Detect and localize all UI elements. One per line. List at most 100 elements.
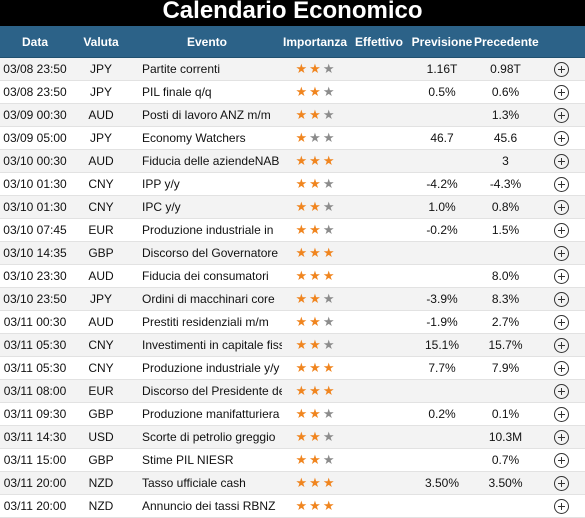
table-row[interactable]: 03/08 23:50 JPY Partite correnti ★ ★ ★ 1.16T 0.…: [0, 58, 585, 81]
star-icon: ★: [309, 108, 321, 122]
table-row[interactable]: 03/11 15:00 GBP Stime PIL NIESR ★ ★ ★ 0.7%: [0, 449, 585, 472]
row-actions: [537, 429, 585, 445]
star-icon: ★: [295, 85, 308, 99]
star-icon: ★: [309, 476, 321, 490]
add-circle-icon[interactable]: [553, 176, 569, 192]
row-actions: [537, 61, 585, 77]
star-icon: ★: [322, 407, 335, 421]
table-row[interactable]: 03/10 23:50 JPY Ordini di macchinari core ★…: [0, 288, 585, 311]
table-row[interactable]: 03/08 23:50 JPY PIL finale q/q ★ ★ ★ 0.5% 0.6%: [0, 81, 585, 104]
star-icon: ★: [309, 453, 321, 467]
add-circle-icon[interactable]: [553, 452, 569, 468]
row-forecast: 3.50%: [424, 476, 460, 490]
table-row[interactable]: 03/11 14:30 USD Scorte di petrolio greggio…: [0, 426, 585, 449]
row-event: IPC y/y: [142, 200, 181, 214]
row-currency: USD: [88, 430, 114, 444]
importance-stars: ★ ★ ★: [296, 292, 335, 305]
row-importance: ★ ★ ★: [282, 108, 348, 122]
add-circle-icon[interactable]: [553, 475, 569, 491]
star-icon: ★: [295, 499, 308, 513]
add-circle-icon[interactable]: [553, 429, 569, 445]
row-date: 03/08 23:50: [3, 62, 67, 76]
star-icon: ★: [322, 453, 335, 467]
star-icon: ★: [309, 62, 321, 76]
add-circle-icon[interactable]: [553, 61, 569, 77]
table-row[interactable]: 03/11 20:00 NZD Tasso ufficiale cash ★ ★ ★ 3.5…: [0, 472, 585, 495]
page-title: Calendario Economico: [0, 0, 585, 26]
add-circle-icon[interactable]: [553, 130, 569, 146]
importance-stars: ★ ★ ★: [296, 246, 335, 259]
table-row[interactable]: 03/09 05:00 JPY Economy Watchers ★ ★ ★ 46.7 45.…: [0, 127, 585, 150]
star-icon: ★: [295, 407, 308, 421]
row-previous: 45.6: [493, 131, 518, 145]
row-previous: 3: [502, 154, 509, 168]
row-date: 03/11 05:30: [3, 338, 67, 352]
table-row[interactable]: 03/10 23:30 AUD Fiducia dei consumatori ★ ★ ★…: [0, 265, 585, 288]
column-header-actual[interactable]: Effettivo: [355, 34, 403, 49]
star-icon: ★: [295, 177, 308, 191]
add-circle-icon[interactable]: [553, 498, 569, 514]
add-circle-icon[interactable]: [553, 153, 569, 169]
star-icon: ★: [322, 476, 335, 490]
row-currency: GBP: [88, 453, 114, 467]
row-date: 03/10 00:30: [3, 154, 67, 168]
add-circle-icon[interactable]: [553, 291, 569, 307]
row-previous: 0.98T: [490, 62, 521, 76]
star-icon: ★: [295, 292, 308, 306]
row-forecast: -3.9%: [426, 292, 458, 306]
star-icon: ★: [295, 453, 308, 467]
row-date: 03/11 20:00: [3, 499, 67, 513]
row-importance: ★ ★ ★: [282, 85, 348, 99]
row-previous: -4.3%: [489, 177, 522, 191]
row-event: Annuncio dei tassi RBNZ: [142, 499, 276, 513]
row-event: Scorte di petrolio greggio: [142, 430, 276, 444]
table-row[interactable]: 03/11 09:30 GBP Produzione manifatturiera ★…: [0, 403, 585, 426]
add-circle-icon[interactable]: [553, 268, 569, 284]
table-row[interactable]: 03/10 00:30 AUD Fiducia delle aziendeNAB ★ ★…: [0, 150, 585, 173]
row-actions: [537, 84, 585, 100]
star-icon: ★: [295, 62, 308, 76]
column-header-forecast[interactable]: Previsione: [411, 34, 473, 49]
add-circle-icon[interactable]: [553, 199, 569, 215]
row-event: IPP y/y: [142, 177, 180, 191]
table-row[interactable]: 03/09 00:30 AUD Posti di lavoro ANZ m/m ★ ★ ★…: [0, 104, 585, 127]
table-row[interactable]: 03/11 00:30 AUD Prestiti residenziali m/m ★…: [0, 311, 585, 334]
importance-stars: ★ ★ ★: [296, 223, 335, 236]
row-importance: ★ ★ ★: [282, 407, 348, 421]
star-icon: ★: [322, 177, 335, 191]
row-actions: [537, 337, 585, 353]
add-circle-icon[interactable]: [553, 337, 569, 353]
table-row[interactable]: 03/10 01:30 CNY IPP y/y ★ ★ ★ -4.2% -4.3%: [0, 173, 585, 196]
row-importance: ★ ★ ★: [282, 384, 348, 398]
add-circle-icon[interactable]: [553, 406, 569, 422]
importance-stars: ★ ★ ★: [296, 384, 335, 397]
star-icon: ★: [322, 246, 335, 260]
column-header-importance[interactable]: Importanza: [282, 34, 347, 49]
add-circle-icon[interactable]: [553, 383, 569, 399]
star-icon: ★: [295, 154, 308, 168]
star-icon: ★: [309, 407, 321, 421]
importance-stars: ★ ★ ★: [296, 453, 335, 466]
add-circle-icon[interactable]: [553, 245, 569, 261]
star-icon: ★: [309, 223, 321, 237]
table-row[interactable]: 03/10 01:30 CNY IPC y/y ★ ★ ★ 1.0% 0.8%: [0, 196, 585, 219]
add-circle-icon[interactable]: [553, 107, 569, 123]
add-circle-icon[interactable]: [553, 84, 569, 100]
row-date: 03/11 08:00: [3, 384, 67, 398]
table-row[interactable]: 03/10 14:35 GBP Discorso del Governatore ★ ★…: [0, 242, 585, 265]
column-header-event[interactable]: Evento: [186, 34, 227, 49]
add-circle-icon[interactable]: [553, 360, 569, 376]
add-circle-icon[interactable]: [553, 314, 569, 330]
column-header-previous[interactable]: Precedente: [474, 34, 539, 49]
column-header-date[interactable]: Data: [21, 34, 48, 49]
column-header-currency[interactable]: Valuta: [83, 34, 119, 49]
row-currency: JPY: [89, 292, 112, 306]
table-row[interactable]: 03/11 08:00 EUR Discorso del Presidente de…: [0, 380, 585, 403]
star-icon: ★: [295, 315, 308, 329]
add-circle-icon[interactable]: [553, 222, 569, 238]
table-row[interactable]: 03/11 05:30 CNY Produzione industriale y/y…: [0, 357, 585, 380]
table-row[interactable]: 03/11 20:00 NZD Annuncio dei tassi RBNZ ★ ★ ★: [0, 495, 585, 518]
table-row[interactable]: 03/11 05:30 CNY Investimenti in capitale f…: [0, 334, 585, 357]
table-row[interactable]: 03/10 07:45 EUR Produzione industriale in ★…: [0, 219, 585, 242]
row-currency: JPY: [89, 131, 112, 145]
